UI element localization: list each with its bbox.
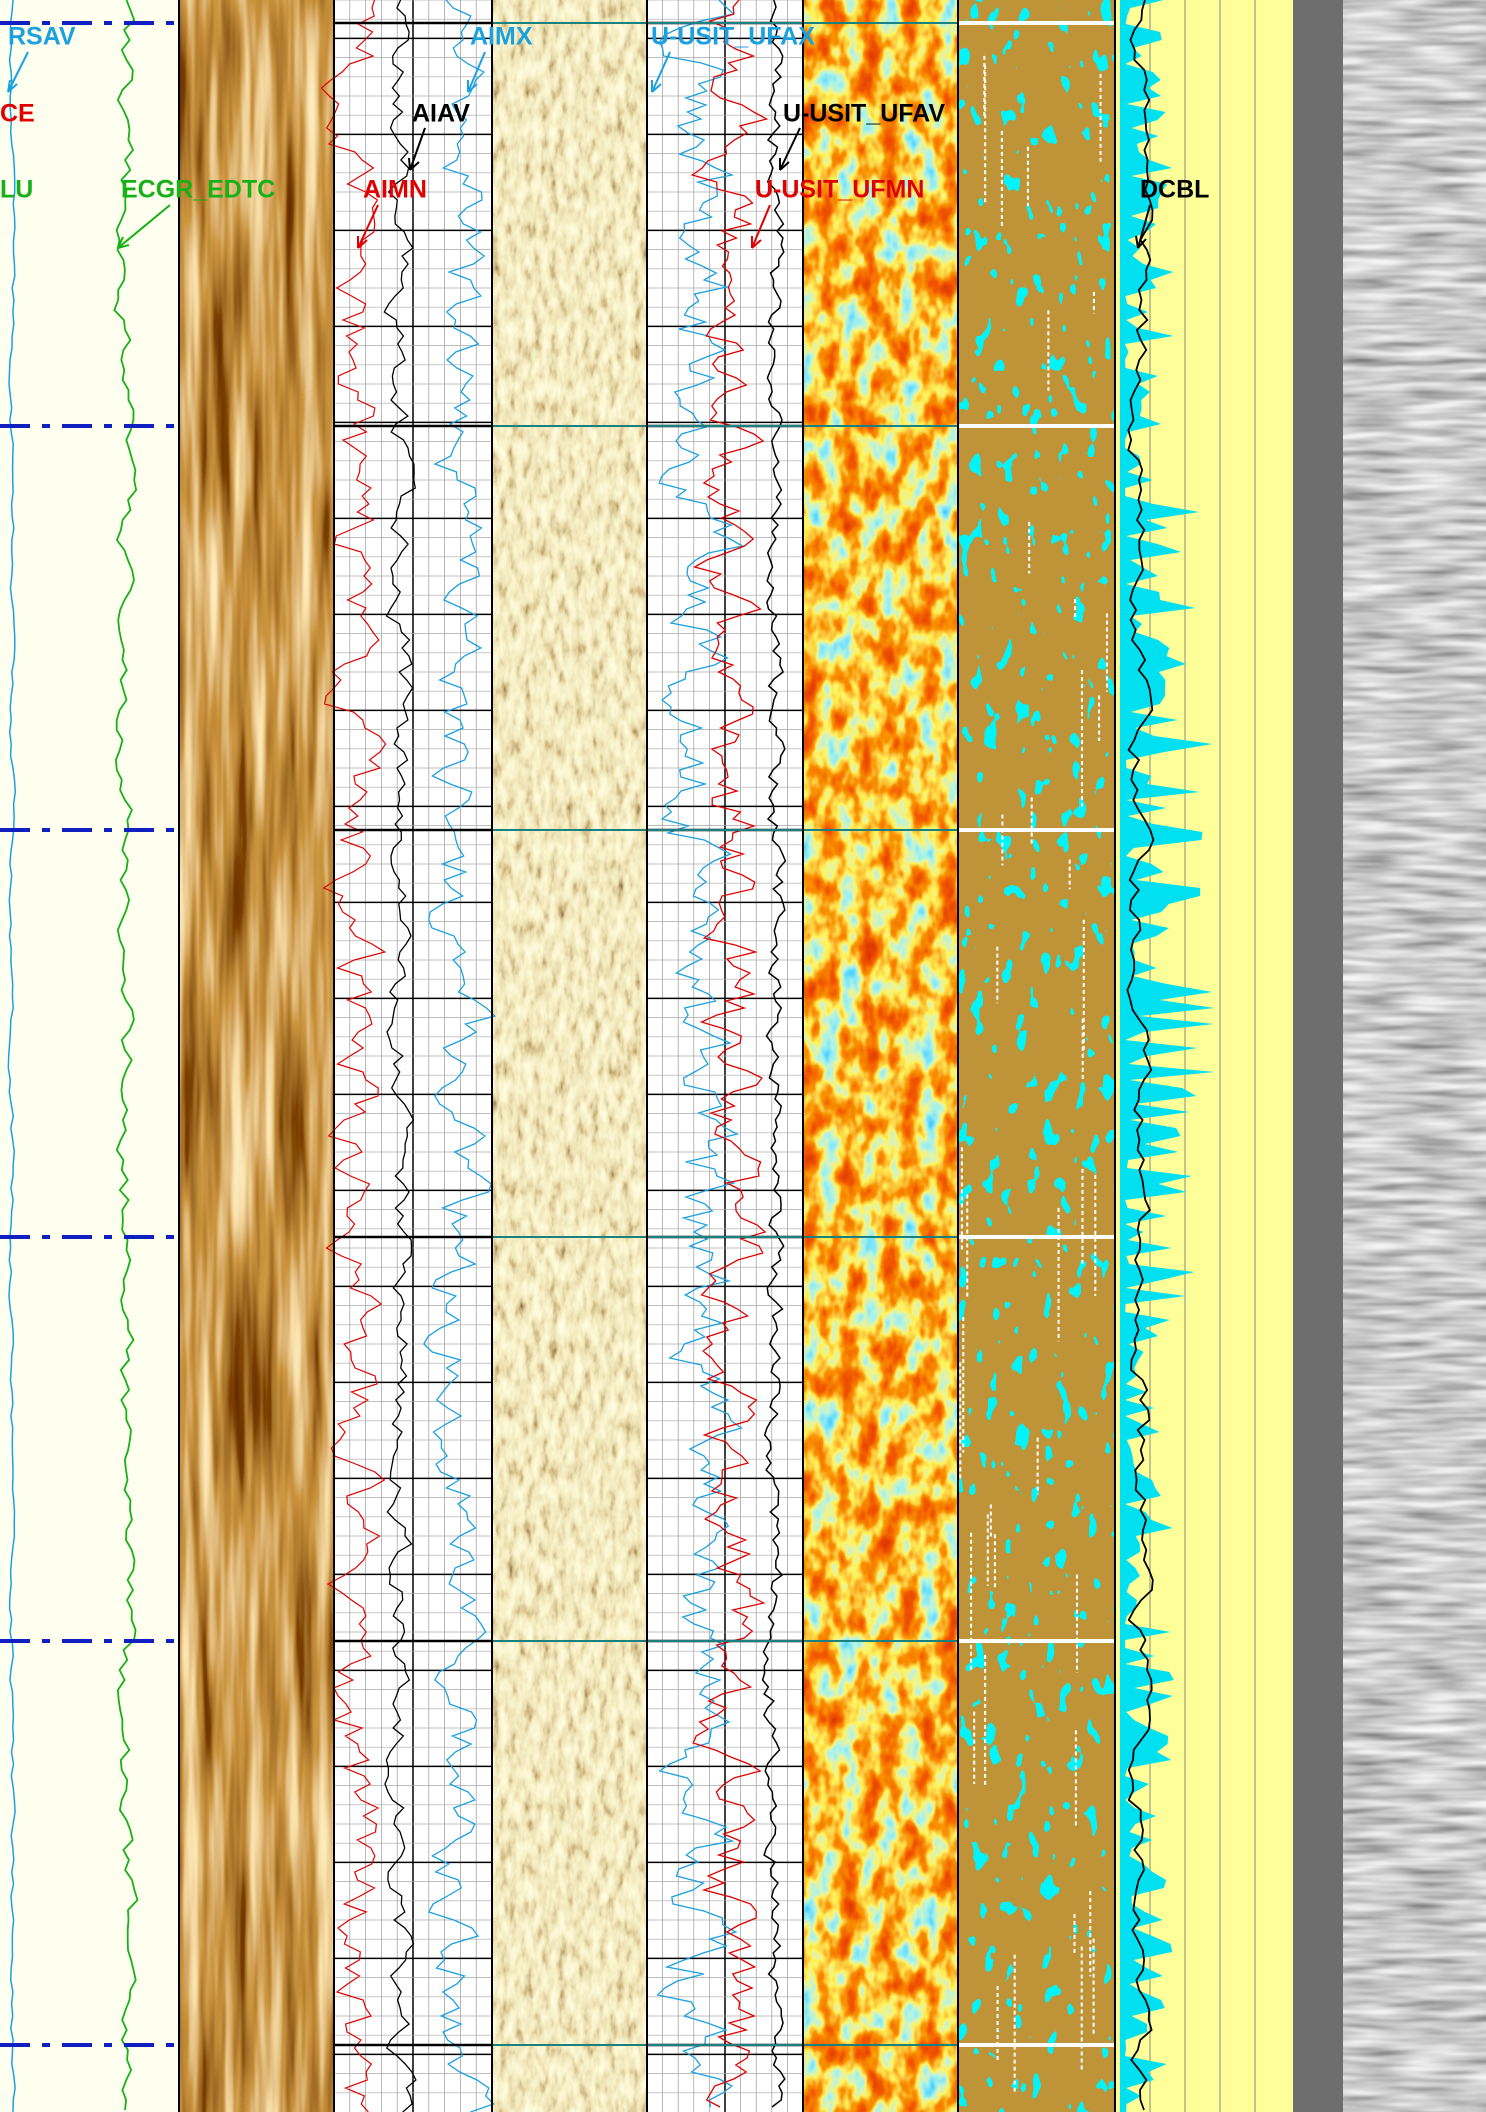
- label: AIMN: [363, 176, 427, 204]
- well-log: RSAV CE LU ECGR_EDTC AIMN AIAV AIMX U-US…: [0, 0, 1486, 2112]
- page: RSAV CE LU ECGR_EDTC AIMN AIAV AIMX U-US…: [0, 0, 1486, 2112]
- label: DCBL: [1140, 176, 1209, 204]
- track-6-image: [803, 0, 958, 2112]
- track-9-edge: [1293, 0, 1343, 2112]
- label: U-USIT_UFAX: [651, 23, 815, 51]
- track-4-image: [492, 0, 647, 2112]
- label: U-USIT_UFMN: [755, 176, 924, 204]
- label: AIAV: [412, 100, 470, 128]
- label: AIMX: [470, 23, 533, 51]
- label: CE: [0, 100, 35, 128]
- track-9-image: [1343, 0, 1486, 2112]
- label: U-USIT_UFAV: [783, 100, 945, 128]
- track-7-cyan: [958, 0, 1115, 2112]
- track-2-image: [179, 0, 334, 2112]
- track-1: [0, 0, 179, 2112]
- label: LU: [0, 176, 33, 204]
- label: ECGR_EDTC: [121, 176, 275, 204]
- label: RSAV: [8, 23, 76, 51]
